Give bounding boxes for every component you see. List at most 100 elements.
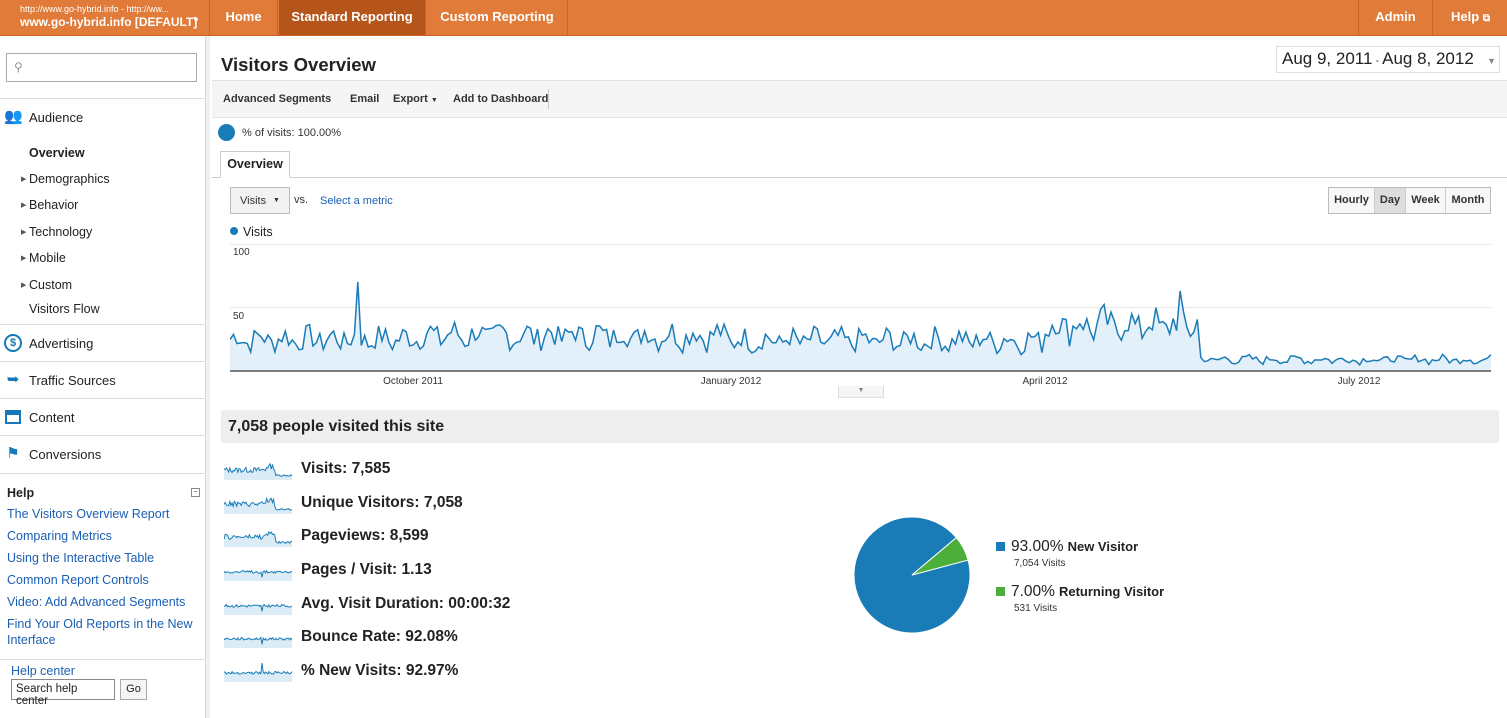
advanced-segments-button[interactable]: Advanced Segments [223,93,332,105]
metric-label: % New Visits: [301,662,402,679]
account-profile: www.go-hybrid.info [DEFAULT] [20,15,198,29]
sparkline-line [224,636,292,645]
chart-collapse-handle[interactable]: ▼ [838,386,884,398]
granularity-day[interactable]: Day [1375,188,1406,213]
legend-swatch [996,542,1005,551]
sparkline [224,662,292,682]
help-panel: Help − [0,473,206,500]
pie-slice-returning-visitor[interactable] [911,536,969,576]
sidebar-item-technology[interactable]: ▶ Technology [21,225,92,239]
metric-label: Pageviews: [301,527,386,544]
sparkline-area [224,463,292,480]
divider [0,659,206,660]
add-to-dashboard-button[interactable]: Add to Dashboard [453,93,549,105]
sparkline-area [224,663,292,682]
divider [548,89,549,109]
tab-divider [212,177,1507,178]
sidebar-section-label: Audience [29,110,84,125]
legend-percent: 7.00% [1011,583,1055,600]
sidebar-item-custom[interactable]: ▶ Custom [21,278,72,292]
sidebar-section-content[interactable]: Content [0,398,206,435]
metric-bounce-rate[interactable]: Bounce Rate: 92.08% [224,625,644,651]
metric-label: Unique Visitors: [301,494,420,511]
metric-value: 7,585 [351,460,391,477]
nav-custom-reporting[interactable]: Custom Reporting [427,0,568,35]
visitor-type-pie[interactable] [852,515,972,635]
sparkline [224,569,292,581]
sidebar-item-visitors-flow[interactable]: Visitors Flow [29,302,100,316]
sidebar-section-conversions[interactable]: ⚑ Conversions [0,435,206,472]
sidebar-item-label: Demographics [29,172,110,186]
metric-pageviews[interactable]: Pageviews: 8,599 [224,524,644,550]
metric-pages-per-visit[interactable]: Pages / Visit: 1.13 [224,558,644,584]
sidebar: ⚲ 👥 Audience Overview ▶ Demographics ▶ Beh… [0,36,210,718]
sidebar-section-advertising[interactable]: $ Advertising [0,324,206,361]
granularity-month[interactable]: Month [1446,188,1490,213]
date-range-picker[interactable]: Aug 9, 2011- Aug 8, 2012 ▼ [1276,46,1500,73]
help-go-button[interactable]: Go [120,679,147,700]
chevron-down-icon: ▼ [1487,56,1496,66]
account-url: http://www.go-hybrid.info - http://ww... [20,4,170,14]
traffic-arrow-icon: ➥ [6,371,20,388]
sidebar-item-behavior[interactable]: ▶ Behavior [21,198,78,212]
metric-unique-visitors[interactable]: Unique Visitors: 7,058 [224,491,644,517]
segment-pie-icon [218,124,235,141]
sidebar-section-audience[interactable]: 👥 Audience [0,98,206,135]
email-button[interactable]: Email [350,93,380,105]
chevron-down-icon: ▼ [273,197,280,204]
sidebar-section-label: Conversions [29,447,102,462]
sparkline [224,636,292,648]
legend-dot [230,227,238,235]
sidebar-item-demographics[interactable]: ▶ Demographics [21,172,110,186]
chart-legend: Visits [230,225,273,239]
metric-value: 1.13 [401,561,432,578]
flag-icon: ⚑ [6,445,20,462]
sidebar-search-input[interactable]: ⚲ [6,53,197,82]
sparkline-area [224,604,292,615]
triangle-right-icon: ▶ [21,229,27,236]
granularity-week[interactable]: Week [1406,188,1446,213]
legend-percent: 93.00% [1011,538,1064,555]
select-metric-link[interactable]: Select a metric [320,195,393,207]
help-link[interactable]: The Visitors Overview Report [7,507,170,521]
help-link[interactable]: Common Report Controls [7,573,149,587]
help-search-input[interactable]: Search help center [11,679,115,707]
sparkline-line [224,569,292,578]
visits-chart[interactable]: 100 50 October 2011 January 2012 April 2… [230,244,1491,394]
tab-overview[interactable]: Overview [220,151,290,178]
y-tick-label: 50 [233,311,245,322]
pie-slice-new-visitor[interactable] [853,516,971,634]
metric-value: 92.97% [405,662,459,679]
granularity-hourly[interactable]: Hourly [1329,188,1375,213]
sidebar-item-overview[interactable]: Overview [29,146,85,160]
account-selector[interactable]: http://www.go-hybrid.info - http://ww...… [0,0,210,35]
metric-visits[interactable]: Visits: 7,585 [224,457,644,483]
nav-home[interactable]: Home [210,0,278,35]
sidebar-item-mobile[interactable]: ▶ Mobile [21,251,66,265]
metric-value: 7,058 [423,494,463,511]
help-link[interactable]: Using the Interactive Table [7,551,155,565]
collapse-icon[interactable]: − [191,488,200,497]
sparkline [224,496,292,514]
legend-name: New Visitor [1067,539,1139,554]
help-link[interactable]: Comparing Metrics [7,529,112,543]
nav-admin[interactable]: Admin [1358,0,1433,35]
help-link[interactable]: Video: Add Advanced Segments [7,595,186,609]
sparkline-line [224,496,292,511]
date-start: Aug 9, 2011 [1282,49,1373,68]
sidebar-section-traffic-sources[interactable]: ➥ Traffic Sources [0,361,206,398]
help-link[interactable]: Find Your Old Reports in the New Interfa… [7,617,193,647]
metric-new-visits[interactable]: % New Visits: 92.97% [224,659,644,685]
chevron-down-icon: ▼ [192,16,200,25]
nav-help[interactable]: Help ⧉ [1434,0,1507,35]
help-center-link[interactable]: Help center [11,664,75,678]
metric-avg-visit-duration[interactable]: Avg. Visit Duration: 00:00:32 [224,592,644,618]
date-separator: - [1375,55,1380,67]
external-link-icon: ⧉ [1482,13,1490,24]
metric-value: 8,599 [389,527,429,544]
sidebar-item-label: Mobile [29,251,66,265]
export-button[interactable]: Export ▼ [393,93,438,105]
metric-select[interactable]: Visits ▼ [230,187,290,214]
nav-standard-reporting[interactable]: Standard Reporting [279,0,426,35]
sparkline-line [224,462,292,477]
